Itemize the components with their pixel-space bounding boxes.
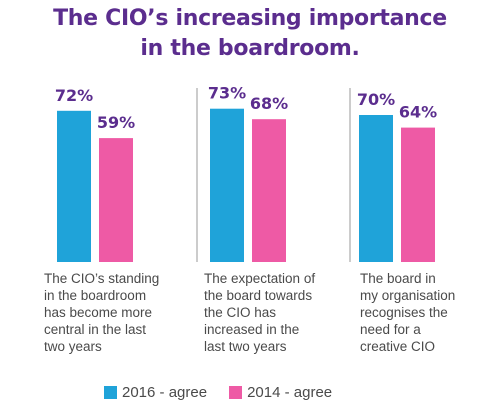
legend-swatch-2014 xyxy=(229,386,243,399)
data-label-2016-group-2: 73% xyxy=(208,84,246,103)
legend-label-2014: 2014 - agree xyxy=(247,384,333,401)
data-label-2014-group-1: 59% xyxy=(97,113,135,132)
bar-2014-group-1 xyxy=(99,138,133,262)
legend-item-2014: 2014 - agree xyxy=(229,384,332,401)
bar-2014-group-2 xyxy=(252,119,286,262)
category-label-1: The CIO’s standing in the boardroom has … xyxy=(44,271,160,354)
data-label-2014-group-2: 68% xyxy=(250,94,288,113)
chart-legend: 2016 - agree 2014 - agree xyxy=(104,384,354,401)
legend-label-2016: 2016 - agree xyxy=(122,384,208,401)
bar-2016-group-1 xyxy=(57,110,91,262)
bar-2014-group-3 xyxy=(401,127,435,262)
category-label-2: The expectation of the board towards the… xyxy=(204,271,316,354)
chart-title-line-2: in the boardroom. xyxy=(140,36,360,61)
data-label-2014-group-3: 64% xyxy=(399,103,437,122)
category-label-3: The board in my organisation recognises … xyxy=(360,271,456,354)
legend-swatch-2016 xyxy=(104,386,117,399)
data-label-2016-group-3: 70% xyxy=(357,90,395,109)
data-label-2016-group-1: 72% xyxy=(55,86,93,105)
bar-2016-group-2 xyxy=(210,108,244,262)
chart-title-line-1: The CIO’s increasing importance xyxy=(53,6,447,31)
legend-item-2016: 2016 - agree xyxy=(104,384,207,401)
bar-2016-group-3 xyxy=(359,115,393,262)
